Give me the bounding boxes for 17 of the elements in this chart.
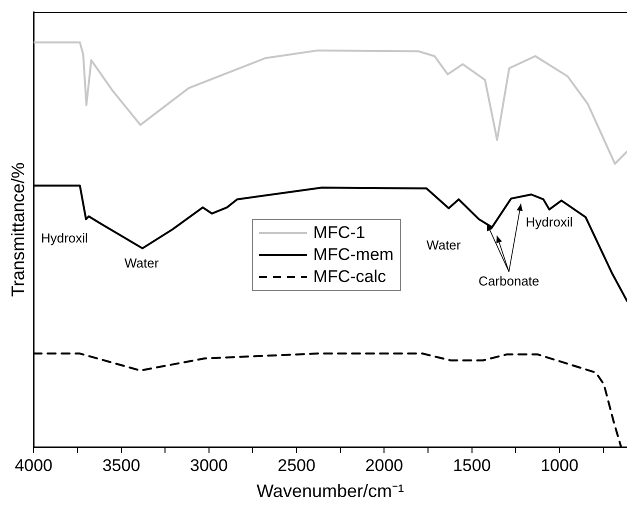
x-tick-label: 1000 bbox=[540, 456, 578, 475]
legend-label: MFC-mem bbox=[313, 244, 394, 264]
legend-label: MFC-calc bbox=[313, 266, 386, 286]
annotation: Water bbox=[124, 255, 160, 270]
x-tick-label: 1500 bbox=[452, 456, 491, 475]
x-tick-label: 3000 bbox=[190, 456, 228, 475]
x-tick-label: 2000 bbox=[365, 456, 404, 475]
x-tick-label: 2500 bbox=[278, 456, 316, 475]
annotation: Carbonate bbox=[478, 273, 540, 288]
y-axis-title: Transmittance/% bbox=[8, 162, 28, 297]
x-axis-title: Wavenumber/cm⁻¹ bbox=[256, 481, 404, 502]
annotation: Water bbox=[426, 238, 462, 253]
annotation: Hydroxil bbox=[526, 214, 573, 230]
x-tick-label: 3500 bbox=[102, 456, 140, 475]
x-tick-label: 4000 bbox=[14, 456, 53, 475]
legend-label: MFC-1 bbox=[313, 222, 366, 242]
annotation: Hydroxil bbox=[40, 230, 88, 246]
